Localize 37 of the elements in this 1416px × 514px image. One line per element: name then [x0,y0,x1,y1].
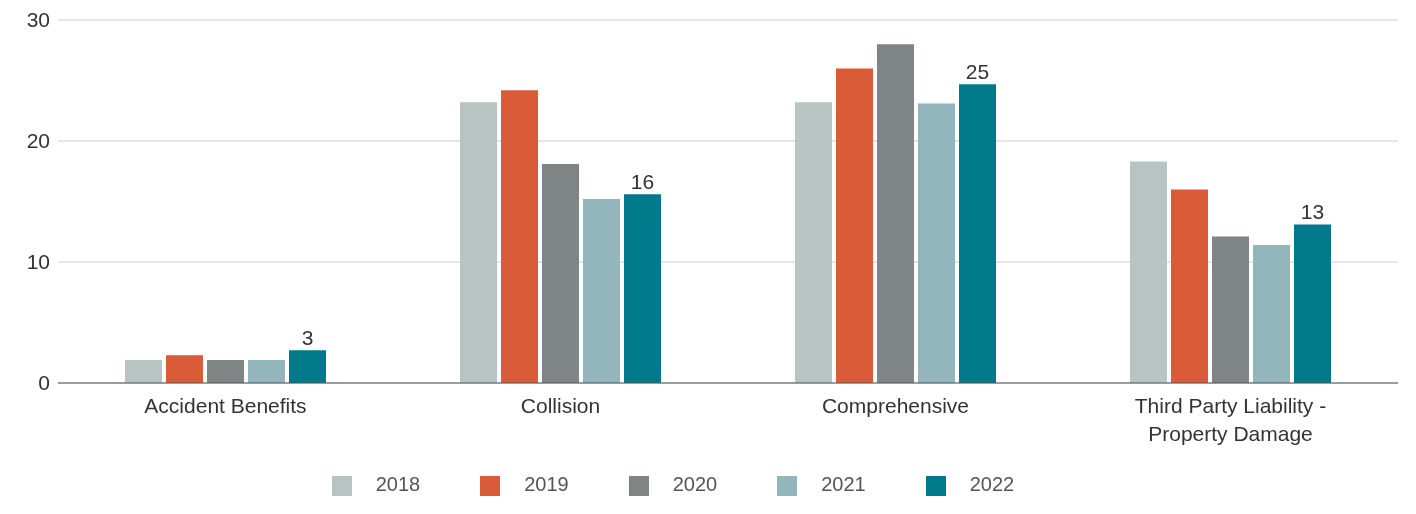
legend-label: 2018 [375,473,421,495]
bar [501,90,538,383]
bar [624,194,661,383]
bar [1130,161,1167,383]
y-tick-label: 30 [26,8,50,32]
bar [125,360,162,383]
bar [289,350,326,383]
bar [583,199,620,383]
data-label: 13 [1300,200,1325,224]
x-tick-label: Comprehensive [821,394,970,417]
data-label: 3 [301,326,314,350]
x-tick-label: Accident Benefits [144,394,307,417]
y-tick-label: 10 [26,250,50,274]
x-tick-label: Third Party Liability - Property Damage [1134,394,1327,445]
bar [460,102,497,383]
y-tick-label: 20 [26,129,50,153]
bar [1171,189,1208,383]
bar [207,360,244,383]
x-tick-label: Collision [520,394,601,417]
bar [1212,236,1249,383]
bar [248,360,285,383]
bar [1253,245,1290,383]
bar [877,44,914,383]
bar [795,102,832,383]
bar [918,103,955,383]
bar [542,163,579,383]
bar [959,84,996,383]
data-label: 16 [630,170,655,194]
legend-label: 2020 [672,473,718,495]
legend-label: 2019 [524,473,569,495]
bar [166,355,203,383]
legend-label: 2022 [969,473,1015,495]
data-label: 25 [965,60,990,84]
bar [1294,224,1331,383]
y-tick-label: 0 [38,371,50,395]
bar [836,68,873,383]
legend-label: 2021 [821,473,866,495]
